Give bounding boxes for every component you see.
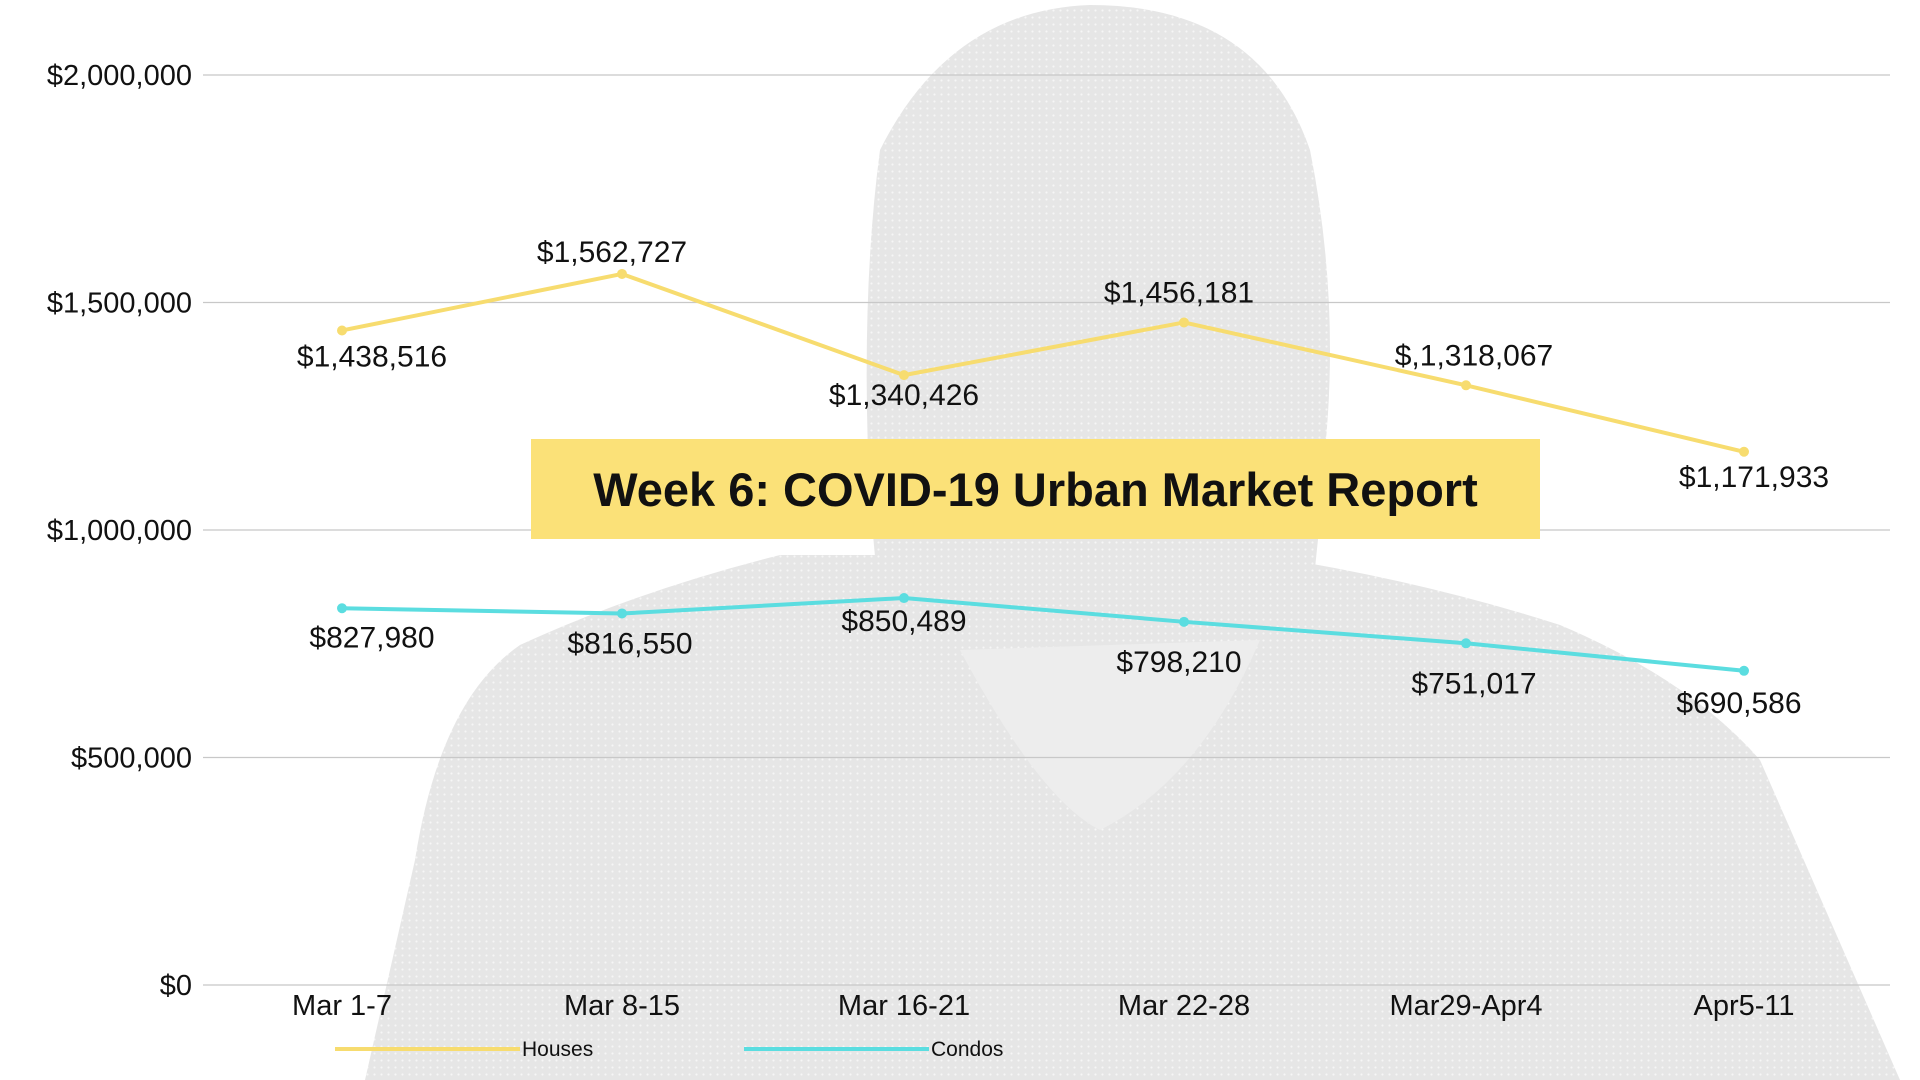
y-tick-label: $0 <box>160 970 192 1002</box>
legend-label-houses: Houses <box>522 1038 593 1061</box>
data-point-condos <box>1179 616 1189 627</box>
x-tick-label: Mar 1-7 <box>292 990 392 1022</box>
data-point-houses <box>617 268 627 279</box>
data-label-houses: $,1,318,067 <box>1395 339 1553 372</box>
x-tick-label: Mar 22-28 <box>1118 990 1250 1022</box>
data-point-condos <box>899 593 909 604</box>
x-tick-label: Mar 16-21 <box>838 990 970 1022</box>
data-label-condos: $751,017 <box>1411 667 1536 700</box>
y-axis-tick-labels: $0 $500,000 $1,000,000 $1,500,000 $2,000,000 <box>47 60 192 1002</box>
data-label-condos: $827,980 <box>309 621 434 654</box>
y-tick-label: $1,500,000 <box>47 288 192 320</box>
y-tick-label: $500,000 <box>71 743 192 775</box>
data-point-houses <box>1179 317 1189 328</box>
data-point-condos <box>1461 638 1471 649</box>
x-tick-label: Mar29-Apr4 <box>1389 990 1542 1022</box>
data-labels: $1,438,516 $1,562,727 $1,340,426 $1,456,181… <box>297 236 1829 720</box>
data-label-condos: $798,210 <box>1116 646 1241 679</box>
data-point-houses <box>337 325 347 336</box>
x-tick-label: Apr5-11 <box>1693 990 1794 1022</box>
title-banner-background <box>531 439 1540 539</box>
x-tick-label: Mar 8-15 <box>564 990 680 1022</box>
data-label-houses: $1,456,181 <box>1104 276 1254 309</box>
data-label-houses: $1,340,426 <box>829 379 979 412</box>
data-label-condos: $850,489 <box>841 605 966 638</box>
data-label-houses: $1,171,933 <box>1679 461 1829 494</box>
data-point-houses <box>1739 446 1749 457</box>
x-axis-tick-labels: Mar 1-7 Mar 8-15 Mar 16-21 Mar 22-28 Mar29-A… <box>292 990 1794 1022</box>
legend-label-condos: Condos <box>931 1038 1003 1061</box>
series-lines <box>337 268 1749 676</box>
data-point-condos <box>337 603 347 614</box>
halftone-portrait-image <box>365 5 1900 1080</box>
data-point-condos <box>617 608 627 619</box>
title-banner: Week 6: COVID-19 Urban Market Report <box>593 462 1478 516</box>
data-point-condos <box>1739 665 1749 676</box>
legend: Houses Condos <box>335 1038 1003 1061</box>
data-label-houses: $1,562,727 <box>537 236 687 269</box>
y-tick-label: $1,000,000 <box>47 515 192 547</box>
y-tick-label: $2,000,000 <box>47 60 192 92</box>
data-label-condos: $690,586 <box>1676 687 1801 720</box>
data-label-condos: $816,550 <box>567 627 692 660</box>
series-line-houses <box>341 271 1745 454</box>
data-point-houses <box>1461 380 1471 391</box>
data-point-houses <box>899 370 909 381</box>
data-label-houses: $1,438,516 <box>297 340 447 373</box>
series-line-condos <box>341 596 1745 673</box>
